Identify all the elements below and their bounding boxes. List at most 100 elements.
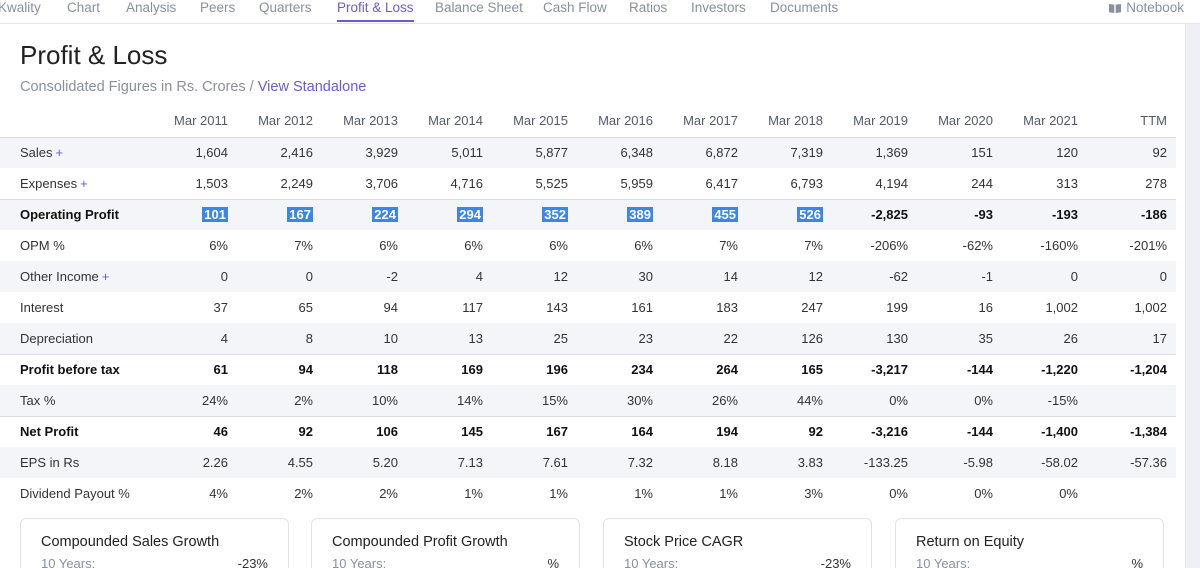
cell-value: 4.55 [237, 447, 322, 478]
stock-price-cagr-card: Stock Price CAGR 10 Years: -23% [603, 518, 872, 568]
notebook-button[interactable]: Notebook [1109, 0, 1184, 16]
cell-value-text: -1,384 [1130, 424, 1167, 440]
cell-value: 10% [322, 385, 407, 416]
card-period-label: 10 Years: [624, 556, 679, 568]
cell-value: 12 [747, 261, 832, 292]
cell-value-text: 92 [1152, 145, 1167, 161]
row-label[interactable]: Expenses + [0, 168, 152, 199]
cell-value: 7.32 [577, 447, 662, 478]
cell-value: 167 [492, 415, 577, 447]
cell-value: 2% [237, 478, 322, 509]
cell-value-text: 117 [462, 300, 483, 315]
cell-value: 2% [322, 478, 407, 509]
cell-value: 264 [662, 353, 747, 385]
cell-value-text: 244 [971, 175, 993, 191]
row-label[interactable]: Other Income + [0, 261, 152, 292]
cell-value-text: 0% [1059, 486, 1078, 501]
cell-value-text: 2% [379, 486, 398, 501]
tab-ratios[interactable]: Ratios [629, 0, 668, 15]
cell-value: 3,929 [322, 137, 407, 168]
cell-value-text: 0% [889, 392, 908, 408]
cell-value: 17 [1087, 323, 1176, 354]
card-value: % [1131, 556, 1143, 568]
cell-value: 37 [152, 292, 237, 323]
cell-value-text: 22 [723, 330, 738, 346]
cell-value-text: 118 [377, 362, 398, 378]
tab-chart[interactable]: Chart [67, 0, 101, 15]
cell-value: 94 [322, 292, 407, 323]
tab-analysis[interactable]: Analysis [126, 0, 177, 15]
cell-value-text: -193 [1051, 207, 1078, 223]
cell-value-text: 352 [542, 207, 568, 223]
cell-value-text: 7.32 [627, 455, 653, 470]
cell-value-text: 13 [468, 330, 483, 346]
view-standalone-link[interactable]: View Standalone [257, 79, 367, 95]
cell-value-text: 61 [213, 362, 228, 378]
cell-value-text: 12 [553, 269, 568, 284]
tab-balance-sheet[interactable]: Balance Sheet [435, 0, 523, 15]
cell-value-text: -93 [974, 207, 993, 223]
cell-value-text: 161 [631, 300, 653, 315]
period-header: Mar 2011 [152, 104, 237, 138]
row-label: Profit before tax [0, 353, 152, 385]
cell-value-text: 3,929 [365, 145, 398, 161]
tab-company[interactable]: Kwality [0, 0, 41, 15]
expand-plus-icon[interactable]: + [80, 175, 88, 191]
expand-plus-icon[interactable]: + [55, 145, 64, 161]
cell-value: 0 [1002, 261, 1087, 292]
cell-value-text: -1,220 [1041, 362, 1078, 378]
cell-value: -206% [832, 230, 917, 261]
cell-value-text: 1,604 [195, 145, 228, 161]
row-label[interactable]: Sales + [0, 137, 152, 168]
cell-value-text: 0% [889, 486, 908, 501]
cell-value-text: 1% [719, 486, 738, 501]
cell-value: 526 [747, 198, 832, 230]
cell-value-text: 6,417 [705, 175, 738, 191]
cell-value: 3.83 [747, 447, 832, 478]
cell-value: 6% [407, 230, 492, 261]
row-label: OPM % [0, 230, 152, 261]
cell-value: 6,793 [747, 168, 832, 199]
profit-loss-table: Mar 2011 Mar 2012 Mar 2013 Mar 2014 Mar 2015… [0, 104, 1176, 509]
cell-value-text: 10% [371, 392, 398, 408]
cell-value: 10 [322, 323, 407, 354]
tab-profit-loss[interactable]: Profit & Loss [337, 0, 414, 22]
cell-value-text: 2% [294, 486, 313, 501]
cell-value-text: 1% [634, 486, 653, 501]
cell-value: 1% [492, 478, 577, 509]
table-header-row: Mar 2011 Mar 2012 Mar 2013 Mar 2014 Mar 2015… [0, 104, 1176, 138]
cell-value: 169 [407, 353, 492, 385]
cell-value-text: 1% [549, 486, 568, 501]
tab-cash-flow[interactable]: Cash Flow [543, 0, 607, 15]
cell-value-text: 17 [1152, 330, 1167, 346]
tab-quarters[interactable]: Quarters [259, 0, 312, 15]
period-header: Mar 2013 [322, 104, 407, 138]
tab-documents[interactable]: Documents [770, 0, 839, 15]
cell-value: -1,384 [1087, 415, 1176, 447]
cell-value: 23 [577, 323, 662, 354]
cell-value: 165 [747, 353, 832, 385]
cell-value-text: 169 [461, 362, 483, 378]
cell-value: -144 [917, 415, 1002, 447]
cell-value-text: 46 [213, 424, 228, 440]
cell-value-text: 6% [379, 238, 398, 253]
cell-value: 16 [917, 292, 1002, 323]
cell-value: -62 [832, 261, 917, 292]
cell-value: 118 [322, 353, 407, 385]
tab-investors[interactable]: Investors [691, 0, 746, 15]
cell-value [1087, 385, 1176, 416]
cell-value: 44% [747, 385, 832, 416]
expand-plus-icon[interactable]: + [101, 269, 110, 284]
tab-peers[interactable]: Peers [200, 0, 236, 15]
cell-value: 12 [492, 261, 577, 292]
cell-value: 30 [577, 261, 662, 292]
cell-value-text: 165 [801, 362, 823, 378]
card-title: Compounded Profit Growth [332, 534, 508, 550]
card-value: % [547, 556, 559, 568]
cell-value-text: 126 [801, 330, 823, 346]
cell-value: 294 [407, 198, 492, 230]
cell-value: 120 [1002, 137, 1087, 168]
cell-value: 26 [1002, 323, 1087, 354]
cell-value-text: 65 [298, 300, 313, 315]
subtitle-text: Consolidated Figures in Rs. Crores / [20, 79, 258, 95]
